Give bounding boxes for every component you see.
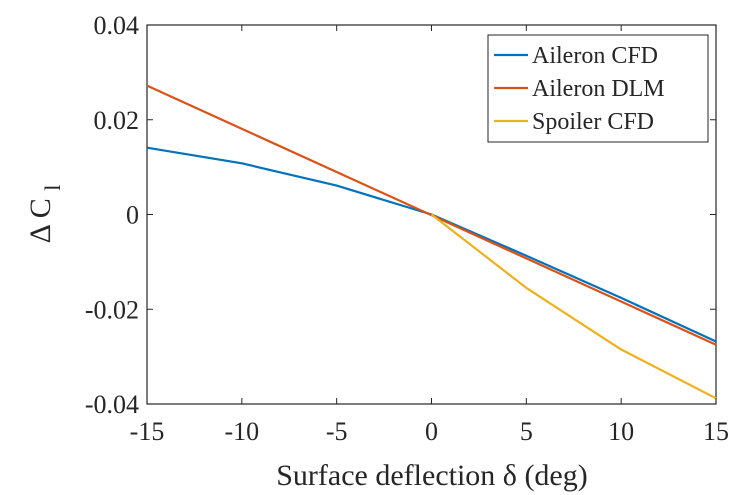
x-tick-label: -10 (224, 417, 259, 446)
legend-label: Spoiler CFD (532, 109, 654, 135)
x-tick-label: -15 (130, 417, 165, 446)
y-axis-label-main: Δ C (24, 198, 57, 243)
y-tick-label: 0.04 (94, 11, 140, 40)
x-tick-label: 0 (425, 417, 438, 446)
series-line-spoiler-cfd (430, 213, 717, 400)
legend-label: Aileron DLM (532, 76, 665, 102)
y-tick-label: -0.04 (85, 390, 139, 419)
y-axis-label: Δ C l (24, 185, 65, 244)
x-tick-label: -5 (326, 417, 348, 446)
y-tick-label: 0 (126, 201, 139, 230)
series-layer (146, 84, 717, 400)
y-axis-label-subscript: l (40, 185, 65, 191)
legend-label: Aileron CFD (532, 43, 658, 69)
x-axis-label: Surface deflection δ (deg) (276, 459, 587, 492)
y-tick-label: -0.02 (85, 295, 139, 324)
ticks-layer: -15 -10 -5 0 5 10 15 -0.04 -0.02 0 0.02 0.04 (85, 11, 729, 446)
y-tick-label: 0.02 (94, 106, 140, 135)
legend: Aileron CFD Aileron DLM Spoiler CFD (487, 34, 709, 143)
x-tick-label: 10 (608, 417, 634, 446)
x-tick-label: 15 (703, 417, 729, 446)
x-tick-label: 5 (520, 417, 533, 446)
svg-text:Δ C l: Δ C l (24, 185, 65, 244)
